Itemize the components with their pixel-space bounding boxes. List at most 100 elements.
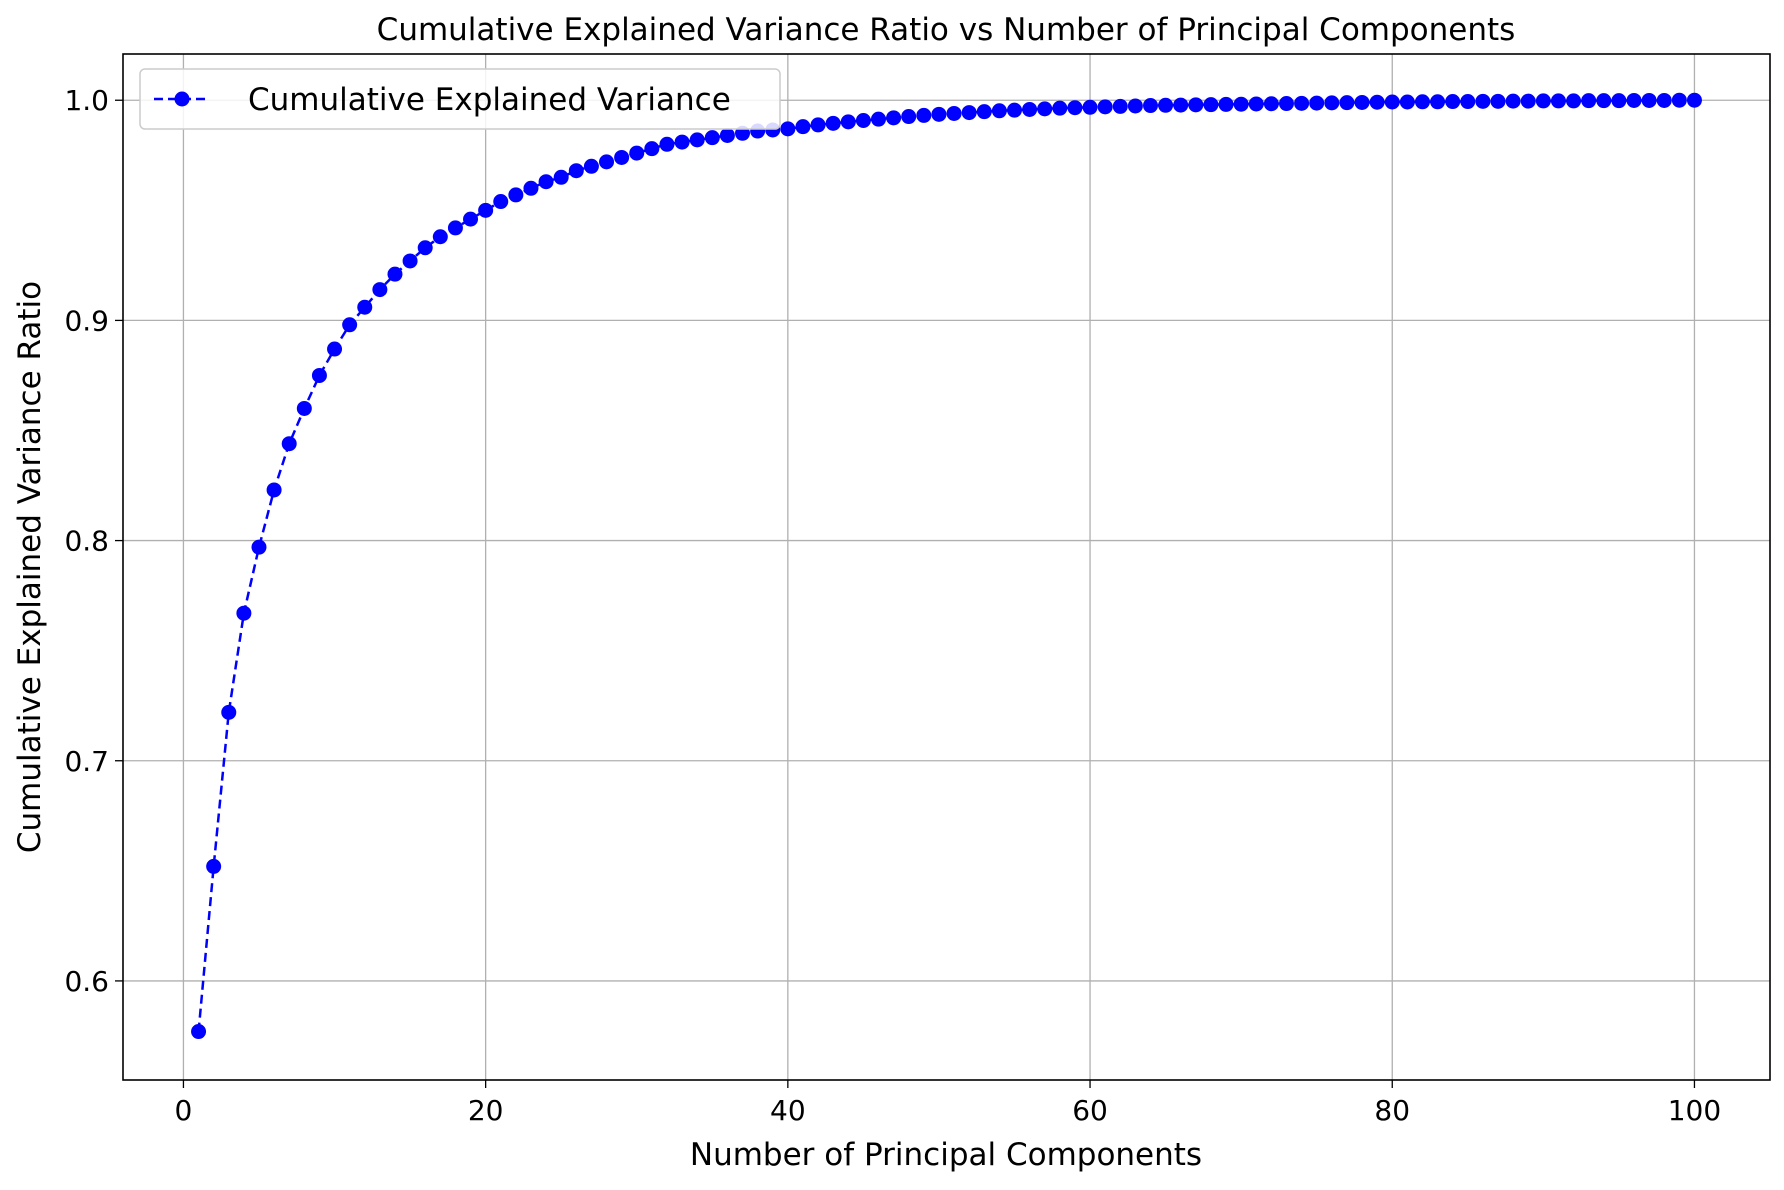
x-tick-label: 20 [468,1094,504,1127]
data-point [538,174,554,190]
data-point [1566,93,1582,109]
data-point [1037,101,1053,117]
data-point [1339,95,1355,111]
data-point [447,220,463,236]
data-point [266,482,282,498]
data-point [1626,92,1642,108]
data-point [689,132,705,148]
data-point [251,539,267,555]
data-point [1067,100,1083,116]
data-point [886,110,902,126]
legend-label: Cumulative Explained Variance [248,82,731,118]
data-point [402,253,418,269]
data-point [1641,92,1657,108]
data-point [206,858,222,874]
data-point [1142,98,1158,114]
data-point [871,111,887,127]
data-point [1369,94,1385,110]
data-point [644,141,660,157]
data-point [1550,93,1566,109]
data-point [825,115,841,131]
data-point [855,112,871,128]
data-point [1022,101,1038,117]
data-point [1430,94,1446,110]
data-point [1158,97,1174,113]
data-point [1006,102,1022,118]
data-point [327,341,343,357]
data-point [991,103,1007,119]
data-point [296,400,312,416]
data-point [568,163,584,179]
data-point [311,367,327,383]
data-point [1278,96,1294,112]
x-tick-label: 0 [175,1094,193,1127]
data-point [583,158,599,174]
y-tick-label: 1.0 [64,84,109,117]
data-point [901,109,917,125]
x-axis-label: Number of Principal Components [690,1137,1202,1173]
data-point [1596,93,1612,109]
data-point [780,121,796,137]
data-point [1203,97,1219,113]
data-point [840,114,856,130]
data-point [1324,95,1340,111]
data-point [1082,99,1098,115]
data-point [599,154,615,170]
series-layer [191,92,1702,1040]
x-tick-label: 40 [770,1094,806,1127]
data-point [1052,100,1068,116]
legend: Cumulative Explained Variance [139,68,781,130]
data-point [1127,98,1143,114]
data-point [281,436,297,452]
data-point [508,187,524,203]
data-point [1354,94,1370,110]
data-point [432,229,448,245]
data-point [1248,96,1264,112]
data-point [1520,93,1536,109]
data-point [1233,96,1249,112]
data-point [1112,98,1128,114]
legend-box [139,68,781,130]
data-point [810,117,826,133]
data-point [1414,94,1430,110]
data-point [931,106,947,122]
y-tick-label: 0.6 [64,965,109,998]
data-point [659,136,675,152]
data-point [1445,94,1461,110]
data-point [417,240,433,256]
data-point [916,107,932,123]
data-point [614,149,630,165]
data-point [1611,93,1627,109]
data-point [357,299,373,315]
x-tick-label: 80 [1374,1094,1410,1127]
data-point [1263,96,1279,112]
data-point [1475,93,1491,109]
data-point [674,134,690,150]
data-point [342,317,358,333]
y-tick-label: 0.8 [64,525,109,558]
data-point [719,127,735,143]
data-point [1294,95,1310,111]
data-point [478,202,494,218]
data-point [1460,94,1476,110]
data-point [553,169,569,185]
data-point [191,1024,207,1040]
data-point [1399,94,1415,110]
plot-frame [122,53,1771,1081]
data-point [976,104,992,120]
data-point [1505,93,1521,109]
data-point [1173,97,1189,113]
axis-ticks: 0 20 40 60 80 100 0.6 0.7 0.8 0.9 1.0 [64,84,1721,1127]
y-tick-label: 0.7 [64,745,109,778]
data-point [387,266,403,282]
data-point [946,105,962,121]
data-point [1188,97,1204,113]
x-tick-label: 60 [1072,1094,1108,1127]
data-point [1097,99,1113,115]
data-point [1686,92,1702,108]
data-point [961,105,977,121]
data-point [463,211,479,227]
data-point [1535,93,1551,109]
chart-title: Cumulative Explained Variance Ratio vs N… [377,12,1516,48]
data-point [493,194,509,210]
